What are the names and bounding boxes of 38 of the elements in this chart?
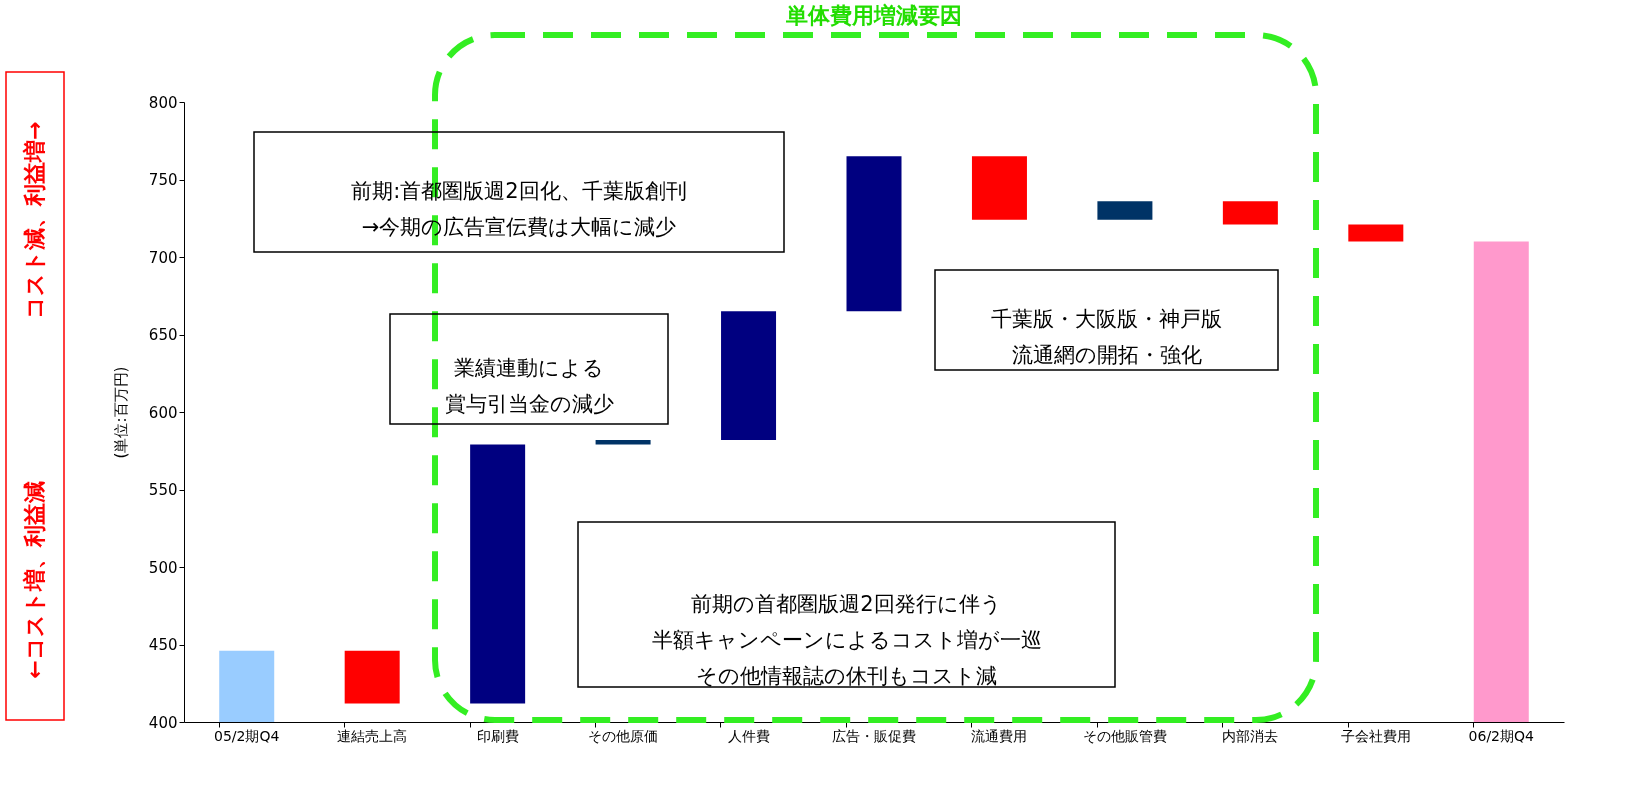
x-tick-label: 広告・販促費 bbox=[832, 727, 916, 744]
bar bbox=[721, 311, 777, 440]
annotation: 千葉版・大阪版・神戸版流通網の開拓・強化 bbox=[991, 307, 1222, 367]
x-tick-label: 06/2期Q4 bbox=[1468, 727, 1535, 744]
x-tick-label: 印刷費 bbox=[476, 727, 519, 744]
x-tick-label: その他原価 bbox=[588, 727, 659, 744]
y-tick-label: 450 bbox=[148, 636, 178, 654]
y-tick-label: 500 bbox=[148, 558, 178, 577]
bar bbox=[470, 444, 526, 704]
y-tick-label: 700 bbox=[148, 248, 178, 267]
text: ←コスト増、利益減 bbox=[22, 481, 47, 679]
bar bbox=[846, 156, 902, 312]
y-tick-label: 550 bbox=[148, 481, 178, 499]
y-tick-label: 600 bbox=[148, 403, 178, 422]
bar bbox=[595, 439, 651, 445]
bar bbox=[219, 650, 275, 722]
x-tick-label: その他販管費 bbox=[1082, 727, 1167, 744]
bar bbox=[1473, 241, 1529, 722]
x-tick-label: 子会社費用 bbox=[1340, 727, 1411, 744]
y-axis-title: (単位:百万円) bbox=[111, 366, 130, 459]
x-tick-label: 内部消去 bbox=[1222, 727, 1279, 744]
y-tick-label: 800 bbox=[148, 93, 178, 112]
y-tick-label: 750 bbox=[148, 171, 178, 189]
x-tick-label: 連結売上高 bbox=[337, 727, 408, 744]
bar bbox=[1348, 224, 1404, 242]
bar bbox=[1222, 201, 1278, 225]
x-tick-label: 人件費 bbox=[727, 727, 770, 744]
bar bbox=[1097, 201, 1153, 220]
text: コスト減、利益増→ bbox=[22, 121, 47, 319]
y-tick-label: 650 bbox=[148, 326, 178, 344]
y-tick-label: 400 bbox=[148, 713, 178, 732]
x-tick-label: 流通費用 bbox=[971, 727, 1028, 744]
bar bbox=[971, 156, 1027, 220]
x-tick-label: 05/2期Q4 bbox=[214, 727, 280, 744]
annotation: 前期の首都圏版週2回発行に伴う半額キャンペーンによるコスト増が一巡その他情報誌の休刊もコスト減 bbox=[651, 591, 1042, 688]
chart-title: 単体費用増減要因 bbox=[785, 3, 962, 28]
annotation: 業績連動による賞与引当金の減少 bbox=[444, 356, 614, 416]
bar bbox=[344, 650, 400, 704]
